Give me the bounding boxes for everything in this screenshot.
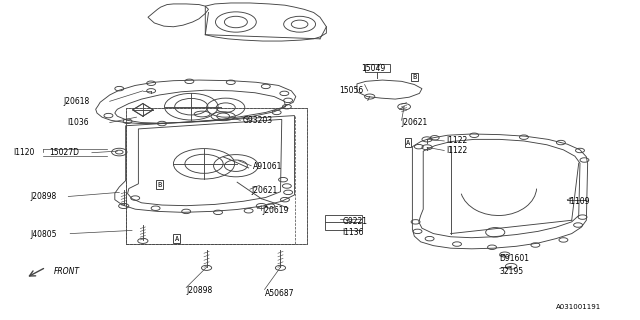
Text: I1136: I1136 [342, 228, 364, 237]
Text: I1109: I1109 [568, 197, 590, 206]
Bar [125, 108, 307, 244]
Text: J20898: J20898 [30, 192, 56, 201]
Text: A: A [406, 140, 410, 146]
Text: J20621: J20621 [401, 118, 428, 127]
Text: G9221: G9221 [342, 217, 367, 226]
Text: FRONT: FRONT [54, 267, 79, 276]
Text: J40805: J40805 [30, 230, 56, 239]
Text: B: B [412, 74, 417, 80]
Text: J20618: J20618 [63, 97, 90, 106]
Bar [325, 215, 362, 230]
Text: A91061: A91061 [253, 162, 282, 171]
Text: J20898: J20898 [186, 286, 212, 295]
Text: J20621: J20621 [251, 186, 277, 195]
Text: 15049: 15049 [362, 63, 386, 73]
Bar [365, 64, 390, 72]
Text: J20619: J20619 [262, 206, 289, 215]
Text: A031001191: A031001191 [556, 304, 601, 309]
Text: I1120: I1120 [13, 148, 34, 157]
Text: B: B [157, 182, 161, 188]
Text: 15027D: 15027D [49, 148, 79, 157]
Text: 15056: 15056 [339, 86, 364, 95]
Text: A50687: A50687 [264, 289, 294, 298]
Text: I1122: I1122 [446, 146, 467, 155]
Bar [125, 108, 307, 244]
Text: I1122: I1122 [446, 136, 467, 146]
Text: A: A [175, 236, 179, 242]
Text: D91601: D91601 [500, 254, 530, 263]
Text: I1036: I1036 [68, 118, 90, 127]
Text: G93203: G93203 [243, 116, 273, 125]
Text: 32195: 32195 [500, 267, 524, 276]
